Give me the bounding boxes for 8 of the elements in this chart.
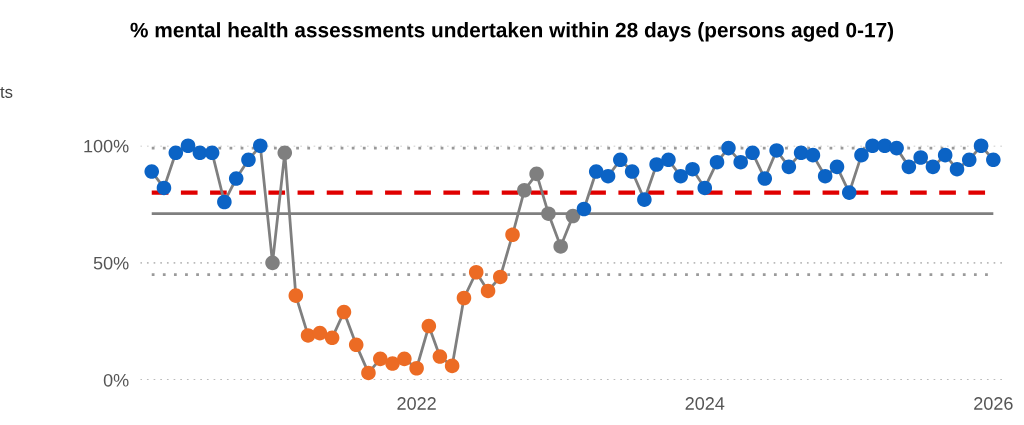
x-tick-label: 2026 <box>974 397 1013 410</box>
y-tick-label: 50% <box>93 256 129 270</box>
x-tick-label: 2024 <box>685 397 725 410</box>
y-tick-label: 0% <box>103 373 129 387</box>
text: ts <box>0 87 13 98</box>
y-tick-label: 100% <box>84 139 129 153</box>
x-tick-label: 2022 <box>397 397 436 410</box>
chart-title: % mental health assessments undertaken within 28 days (persons aged 0-17) <box>130 22 894 42</box>
